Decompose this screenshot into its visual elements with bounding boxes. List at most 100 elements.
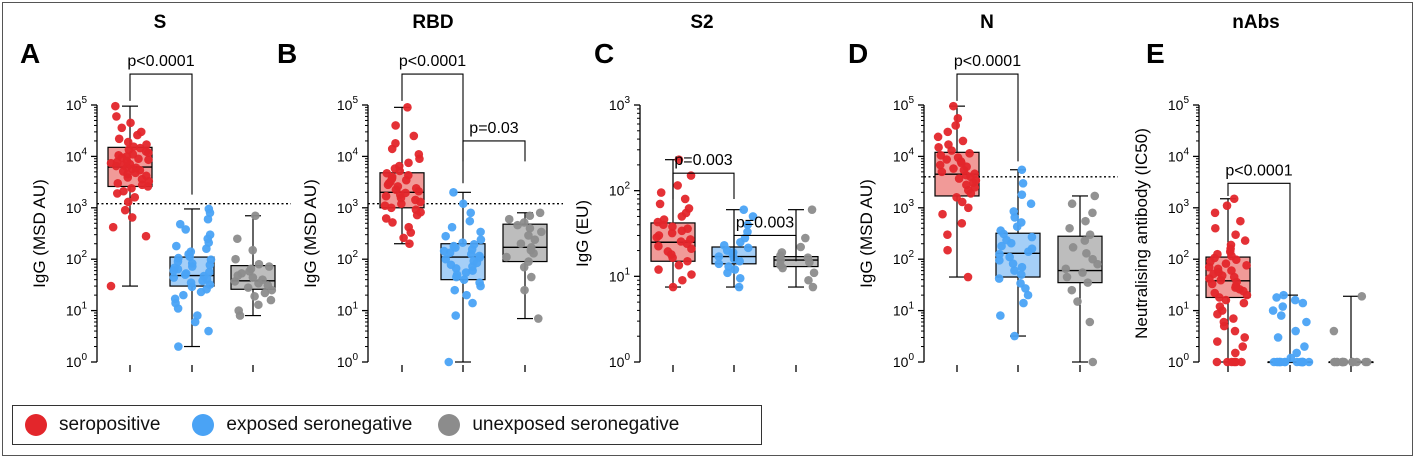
data-point <box>1221 259 1231 268</box>
data-point <box>935 160 945 170</box>
data-point <box>175 219 185 229</box>
data-point <box>181 269 191 278</box>
data-point <box>1009 207 1019 216</box>
data-point <box>1085 317 1095 327</box>
data-point <box>504 214 514 224</box>
data-point <box>393 182 403 191</box>
tick-exponent: 5 <box>908 95 914 106</box>
data-point <box>1229 314 1238 323</box>
data-point <box>994 274 1004 283</box>
data-point <box>1231 230 1240 239</box>
p-value-label: p=0.03 <box>469 120 518 137</box>
data-point <box>808 282 818 292</box>
tick-base: 10 <box>893 251 909 267</box>
tick-base: 10 <box>337 200 353 216</box>
data-point <box>1080 236 1090 245</box>
bracket-line <box>129 73 193 195</box>
tick-exponent: 2 <box>81 249 87 260</box>
data-point <box>382 168 392 178</box>
y-tick-label: 102 <box>893 249 915 267</box>
tick-base: 10 <box>66 200 82 216</box>
data-point <box>120 205 130 215</box>
data-point <box>1298 298 1308 308</box>
tick-base: 10 <box>66 148 82 164</box>
data-point <box>513 220 522 230</box>
tick-base: 10 <box>609 183 625 199</box>
data-point <box>462 290 471 300</box>
y-tick-label: 104 <box>66 146 88 164</box>
y-tick-label: 103 <box>893 198 915 216</box>
data-point <box>673 181 682 190</box>
group-exposed-seronegative <box>439 188 486 367</box>
tick-base: 10 <box>609 354 625 370</box>
data-point <box>179 290 188 300</box>
y-axis-label: IgG (MSD AU) <box>30 179 49 288</box>
data-point <box>936 151 946 160</box>
data-point <box>1073 297 1082 306</box>
data-point <box>951 121 960 130</box>
data-point <box>943 127 953 137</box>
data-point <box>237 269 246 278</box>
tick-exponent: 0 <box>624 352 630 363</box>
data-point <box>1017 190 1027 199</box>
data-point <box>1278 302 1288 311</box>
group-seropositive <box>106 101 154 291</box>
data-point <box>1017 165 1027 175</box>
data-point <box>1005 252 1014 262</box>
data-point <box>944 140 953 149</box>
data-point <box>1330 357 1340 367</box>
data-point <box>519 218 529 227</box>
data-point <box>411 205 421 214</box>
data-point <box>525 223 535 233</box>
bracket-line <box>956 73 1019 162</box>
data-point <box>1240 333 1249 342</box>
data-point <box>135 143 145 153</box>
data-point <box>414 149 424 159</box>
data-point <box>524 257 533 266</box>
data-point <box>251 211 260 221</box>
y-tick-label: 104 <box>1168 146 1190 164</box>
data-point <box>530 235 540 244</box>
data-point <box>475 278 484 287</box>
data-point <box>108 222 118 232</box>
data-point <box>743 243 753 253</box>
tick-base: 10 <box>893 200 909 216</box>
group-unexposed-seronegative <box>773 205 819 292</box>
data-point <box>1276 311 1286 320</box>
tick-base: 10 <box>66 354 82 370</box>
data-point <box>963 272 973 282</box>
y-tick-label: 102 <box>66 249 88 267</box>
data-point <box>260 288 270 298</box>
data-point <box>181 225 190 234</box>
tick-base: 10 <box>1168 251 1184 267</box>
data-point <box>186 278 196 287</box>
data-point <box>1348 357 1357 367</box>
data-point <box>1090 191 1100 201</box>
tick-base: 10 <box>66 303 82 319</box>
data-point <box>938 209 947 219</box>
data-point <box>264 262 274 271</box>
data-point <box>1236 216 1245 226</box>
data-point <box>683 256 692 266</box>
data-point <box>937 167 947 177</box>
data-point <box>1242 261 1251 270</box>
data-point <box>1222 201 1232 210</box>
p-value-label: p<0.0001 <box>127 53 194 70</box>
legend-label: unexposed seronegative <box>472 414 680 435</box>
data-point <box>106 281 116 291</box>
data-point <box>1078 268 1087 277</box>
data-point <box>476 235 486 244</box>
tick-exponent: 0 <box>908 352 914 363</box>
data-point <box>127 213 137 222</box>
data-point <box>458 238 467 247</box>
y-axis-label: IgG (MSD AU) <box>301 179 320 288</box>
tick-exponent: 2 <box>624 181 630 192</box>
data-point <box>1010 331 1019 341</box>
data-point <box>112 112 121 121</box>
data-point <box>714 252 724 261</box>
y-tick-label: 104 <box>893 146 915 164</box>
tick-exponent: 2 <box>1183 249 1189 260</box>
data-point <box>676 237 686 246</box>
panel-title: nAbs <box>1232 12 1280 33</box>
data-point <box>680 194 690 204</box>
